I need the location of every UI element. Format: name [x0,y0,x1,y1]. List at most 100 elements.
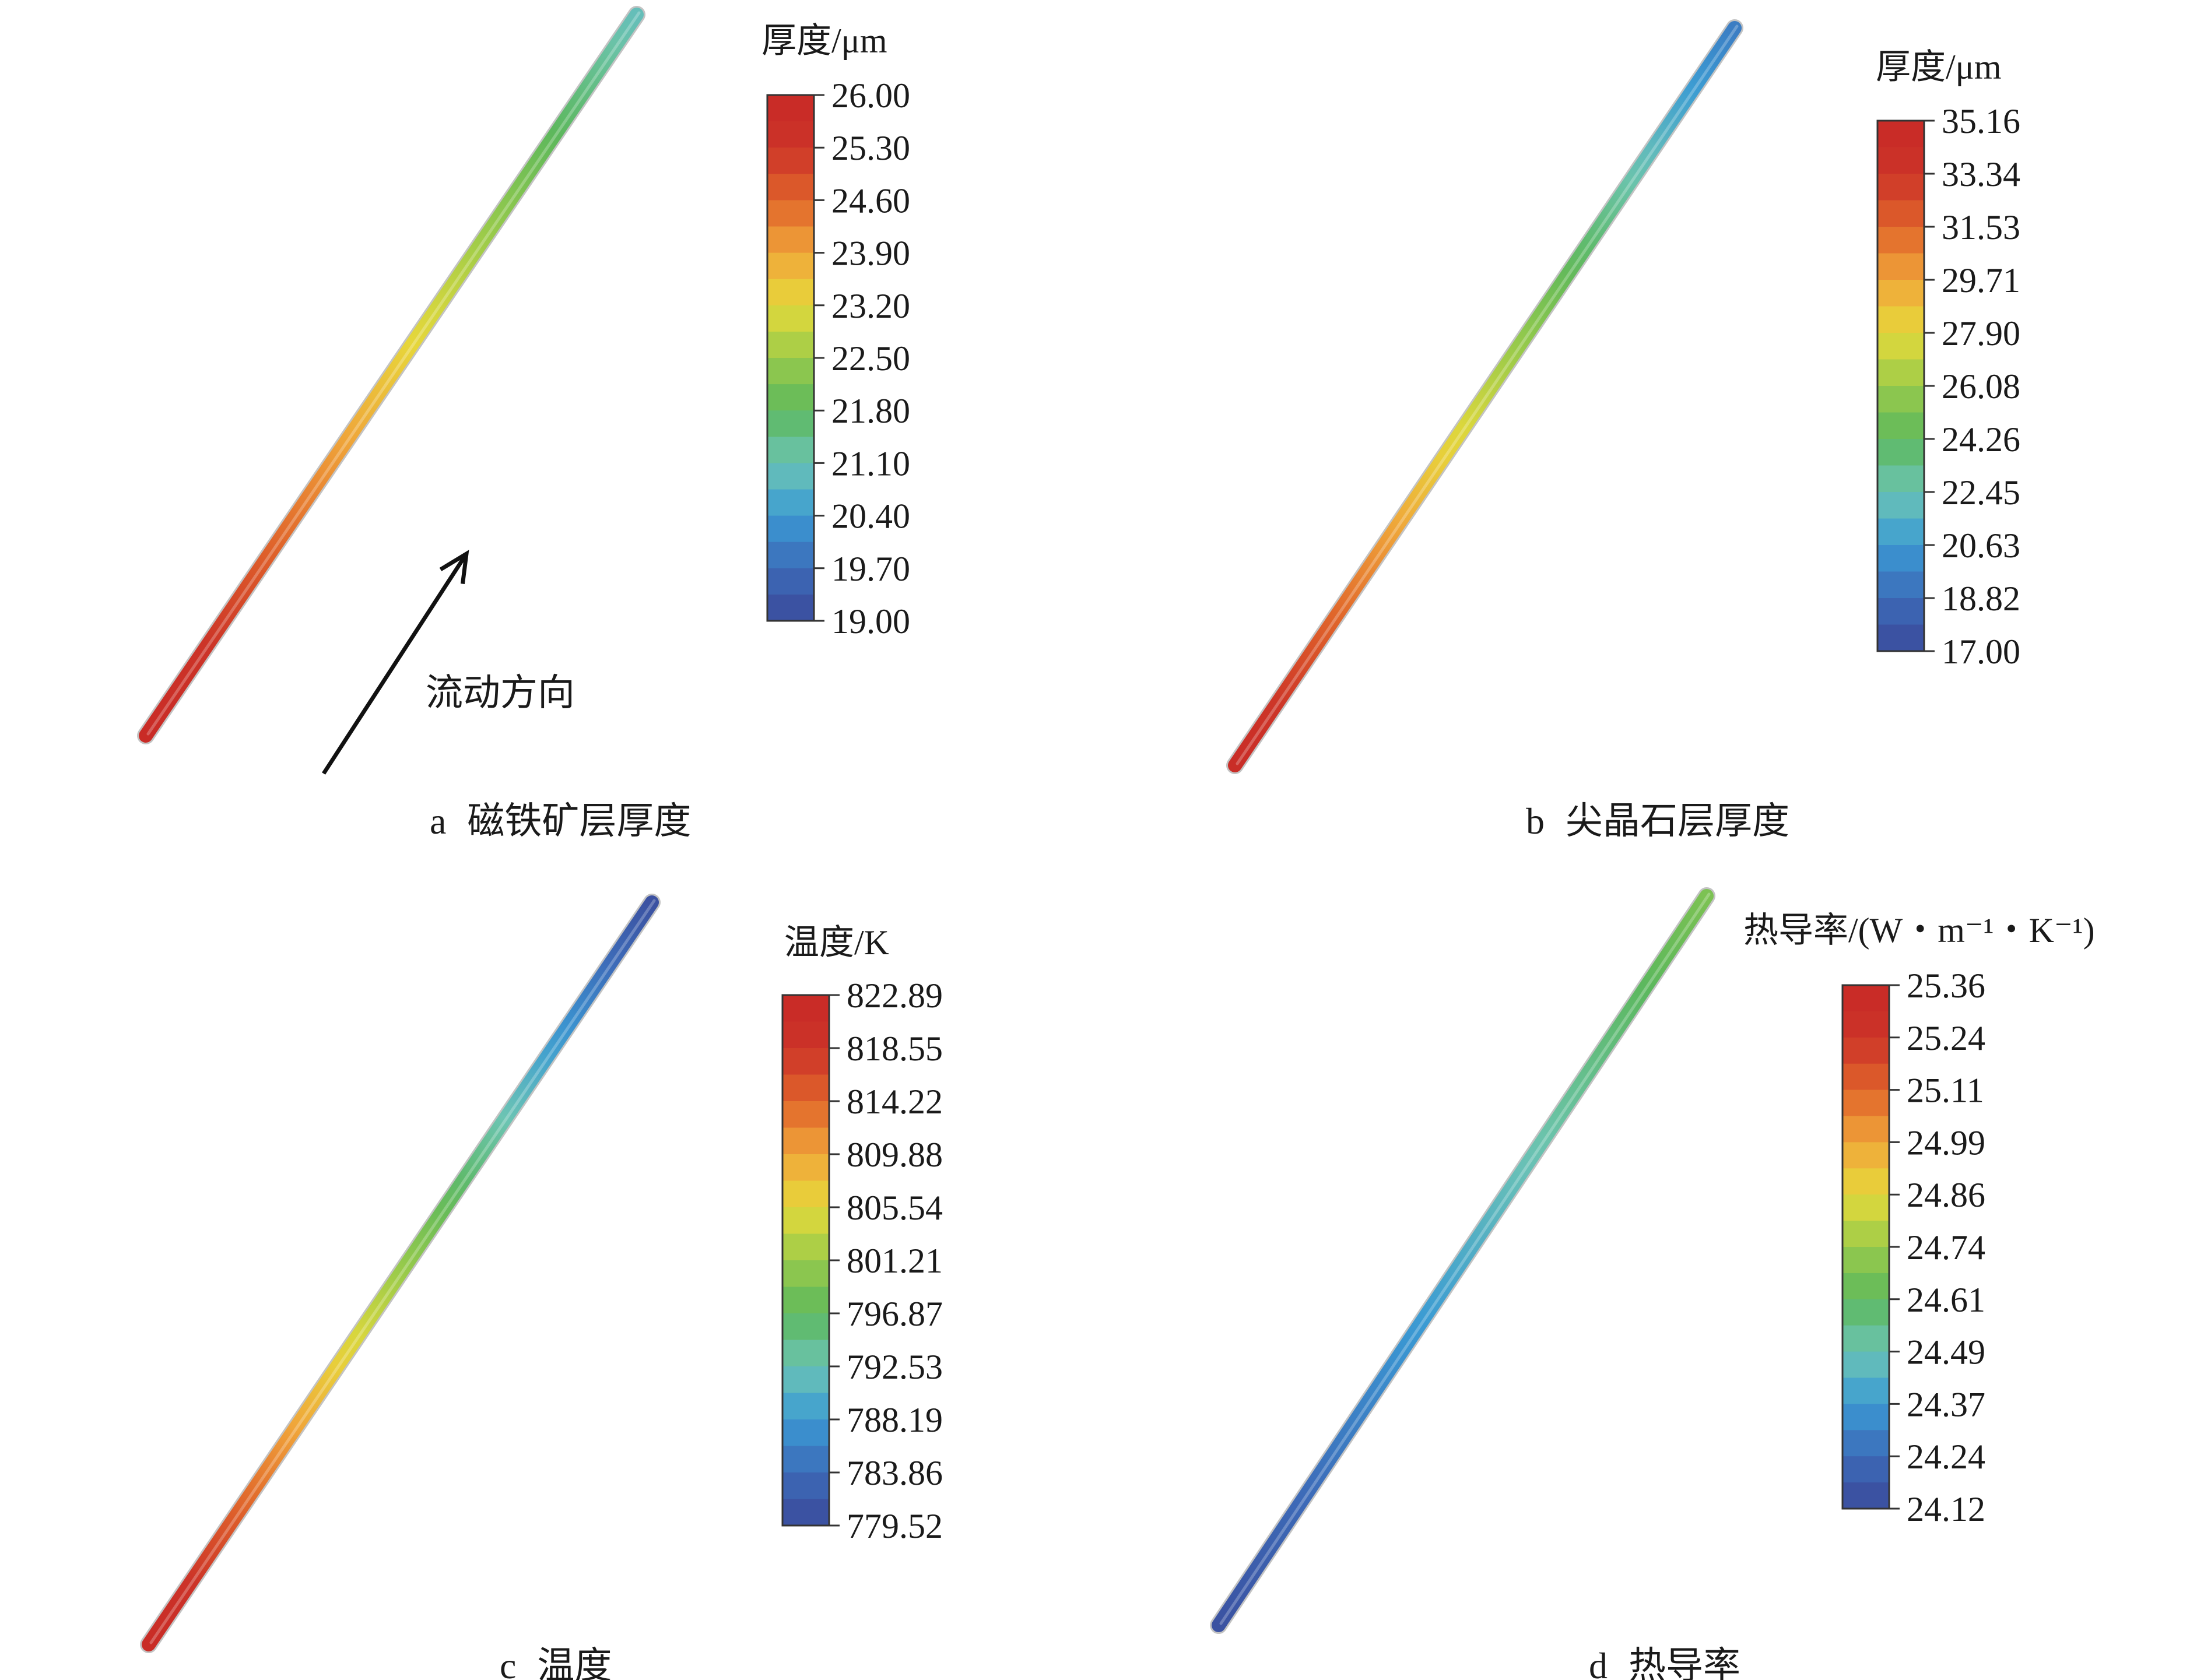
colorbar-band [782,1499,829,1526]
tube-highlight [146,11,641,736]
colorbar-title: 温度/K [784,923,889,962]
panel-c-graphic: 822.89 818.55 814.22 809.88 805.54 801.21 796.… [140,894,943,1680]
colorbar-band [767,594,814,621]
colorbar-title: 热导率/(W・m⁻¹・K⁻¹) [1743,911,2095,950]
colorbar-band [782,1074,829,1102]
colorbar-tick-label: 818.55 [847,1029,943,1068]
colorbar-tick-label: 17.00 [1942,632,2020,671]
caption-letter: c [500,1645,516,1680]
caption-letter: b [1526,800,1545,842]
colorbar-band [1877,147,1924,174]
colorbar-band [782,1313,829,1341]
colorbar-band [767,410,814,437]
colorbar-band [782,1287,829,1314]
colorbar-tick-label: 26.08 [1942,367,2020,406]
colorbar-band [1877,386,1924,413]
colorbar-tick-label: 19.00 [831,602,910,641]
colorbar-band [1877,439,1924,466]
colorbar-tick-label: 25.36 [1907,966,1985,1005]
panel-caption: b 尖晶石层厚度 [1526,800,1789,842]
panel-b-graphic: 35.16 33.34 31.53 29.71 27.90 26.08 24.26 22.45… [1226,19,2020,842]
caption-text: 磁铁矿层厚度 [467,800,691,842]
caption-text: 热导率 [1629,1645,1740,1680]
colorbar-band [767,463,814,490]
colorbar-band [1877,333,1924,360]
colorbar-band [767,147,814,174]
colorbar-title: 厚度/μm [761,22,887,60]
colorbar-band [782,1180,829,1208]
colorbar-tick-label: 779.52 [847,1507,943,1545]
colorbar-tick-label: 788.19 [847,1401,943,1439]
panel-temperature: 822.89 818.55 814.22 809.88 805.54 801.21 796.… [0,840,1102,1680]
colorbar-band [767,515,814,543]
colorbar-tick-label: 21.10 [831,444,910,483]
colorbar-tick-label: 24.86 [1907,1176,1985,1214]
colorbar-band [1877,624,1924,652]
colorbar-tick-label: 24.60 [831,181,910,220]
colorbar-tick-label: 20.40 [831,497,910,536]
tube [1228,21,1742,772]
colorbar-band [1842,1351,1889,1379]
colorbar-band [782,1366,829,1394]
colorbar-tick-label: 29.71 [1942,261,2020,300]
colorbar-band [1877,412,1924,440]
panel-caption: d 热导率 [1589,1645,1740,1680]
colorbar-band [1842,1299,1889,1326]
colorbar-tick-label: 22.50 [831,339,910,378]
colorbar-tick-label: 26.00 [831,76,910,115]
colorbar-band [782,1154,829,1182]
tube-highlight [1236,24,1739,765]
tube-highlight [149,899,656,1644]
colorbar-tick-label: 18.82 [1942,579,2020,618]
tube [1212,889,1714,1632]
colorbar-band [767,279,814,306]
colorbar-band [1877,465,1924,493]
colorbar-band [782,1233,829,1261]
colorbar-band [767,384,814,411]
colorbar-band [1877,121,1924,148]
tube [139,8,644,743]
colorbar-tick-label: 24.99 [1907,1123,1985,1162]
colorbar-band [1877,174,1924,201]
colorbar-band [767,542,814,569]
panel-magnetite-thickness: 26.00 25.30 24.60 23.90 23.20 22.50 21.80 21.10… [0,0,1102,842]
panel-caption: c 温度 [500,1645,612,1680]
colorbar-tick-label: 33.34 [1942,155,2020,194]
colorbar-band [1877,492,1924,519]
colorbar-band [1842,1116,1889,1143]
colorbar-band [1842,1063,1889,1091]
panel-a-graphic: 26.00 25.30 24.60 23.90 23.20 22.50 21.80 21.10… [137,6,910,842]
colorbar-tick-label: 27.90 [1942,314,2020,353]
colorbar-band [782,995,829,1022]
colorbar-tick-label: 814.22 [847,1082,943,1121]
colorbar-tick-label: 23.90 [831,234,910,273]
colorbar-band [1877,545,1924,572]
colorbar-tick-label: 35.16 [1942,102,2020,140]
colorbar-band [767,305,814,332]
colorbar-band [1877,200,1924,227]
flow-direction-label: 流动方向 [426,672,575,714]
colorbar-tick-label: 25.11 [1907,1071,1984,1110]
colorbar-tick-label: 21.80 [831,392,910,430]
colorbar-band [1842,1037,1889,1064]
colorbar-tick-label: 22.45 [1942,473,2020,512]
colorbar-band [782,1340,829,1367]
colorbar-band [1877,518,1924,546]
colorbar-band [1842,985,1889,1012]
panel-thermal-conductivity: 25.36 25.24 25.11 24.99 24.86 24.74 24.61 24.49… [1102,840,2204,1680]
colorbar-band [1842,1247,1889,1274]
colorbar-band [767,437,814,463]
colorbar-band [782,1419,829,1447]
colorbar-tick-label: 796.87 [847,1295,943,1333]
colorbar-band [1842,1482,1889,1509]
caption-text: 尖晶石层厚度 [1566,800,1789,842]
colorbar-title: 厚度/μm [1876,48,2002,86]
colorbar-band [767,331,814,359]
colorbar-tick-label: 24.74 [1907,1228,1985,1267]
colorbar-band [782,1393,829,1420]
colorbar-tick-label: 24.12 [1907,1490,1985,1528]
colorbar-band [782,1021,829,1049]
colorbar-band [782,1048,829,1076]
colorbar-band [767,568,814,595]
